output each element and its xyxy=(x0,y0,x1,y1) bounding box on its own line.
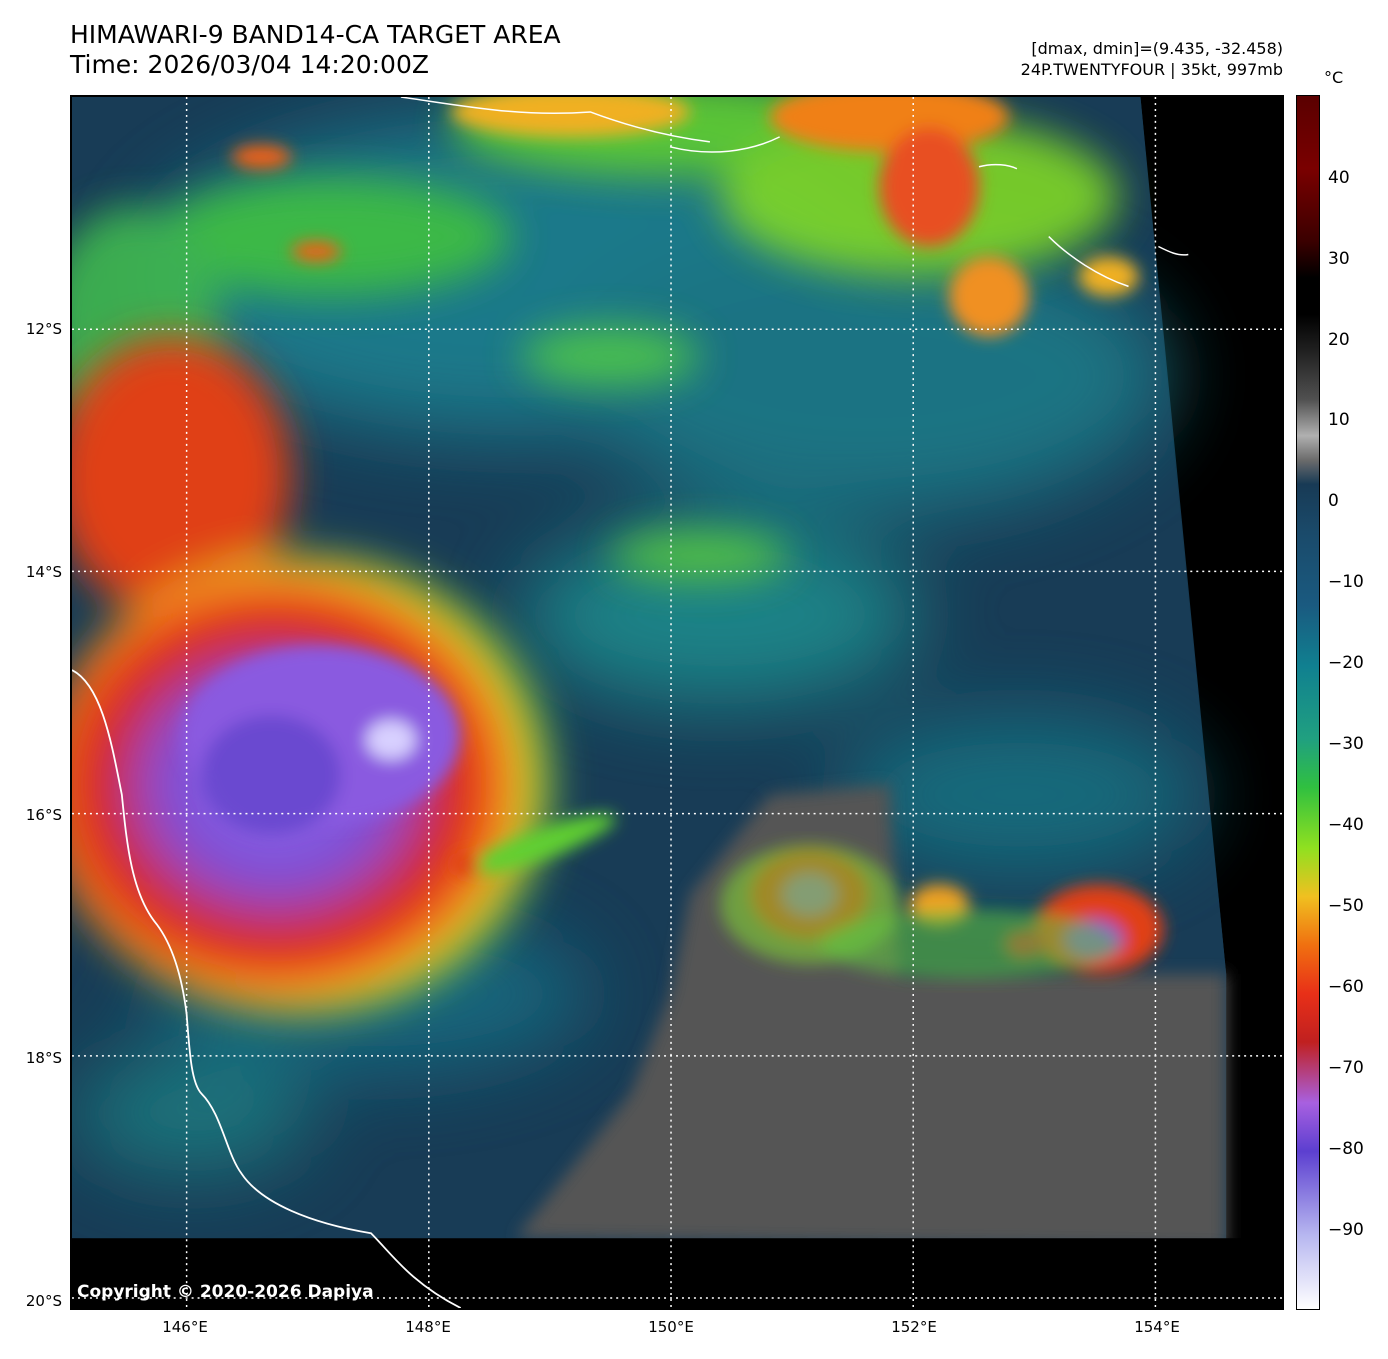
colorbar-tick: −70 xyxy=(1328,1058,1364,1078)
colorbar-tick: −80 xyxy=(1328,1139,1364,1159)
lat-label-12s: 12°S xyxy=(25,320,62,338)
satellite-image xyxy=(72,97,1282,1308)
lat-label-14s: 14°S xyxy=(25,563,62,581)
figure-title: HIMAWARI-9 BAND14-CA TARGET AREA Time: 2… xyxy=(70,20,561,80)
lat-label-16s: 16°S xyxy=(25,806,62,824)
title-line-time: Time: 2026/03/04 14:20:00Z xyxy=(70,50,429,79)
colorbar-tick: 30 xyxy=(1328,249,1350,269)
lat-label-20s: 20°S xyxy=(25,1292,62,1310)
colorbar xyxy=(1296,95,1320,1310)
colorbar-tick: 0 xyxy=(1328,491,1339,511)
colorbar-tick: −50 xyxy=(1328,896,1364,916)
colorbar-tick: 20 xyxy=(1328,330,1350,350)
storm-info: [dmax, dmin]=(9.435, -32.458) 24P.TWENTY… xyxy=(1021,38,1283,80)
title-line-product: HIMAWARI-9 BAND14-CA TARGET AREA xyxy=(70,20,561,49)
lon-label-150e: 150°E xyxy=(648,1318,694,1336)
colorbar-tick: −40 xyxy=(1328,815,1364,835)
lon-label-148e: 148°E xyxy=(405,1318,451,1336)
lon-label-154e: 154°E xyxy=(1134,1318,1180,1336)
colorbar-tick: −90 xyxy=(1328,1220,1364,1240)
colorbar-tick: 10 xyxy=(1328,410,1350,430)
colorbar-tick: −30 xyxy=(1328,734,1364,754)
colorbar-unit: °C xyxy=(1324,68,1344,87)
satellite-map[interactable]: Copyright © 2020-2026 Dapiya xyxy=(70,95,1284,1310)
lon-label-152e: 152°E xyxy=(891,1318,937,1336)
lon-label-146e: 146°E xyxy=(162,1318,208,1336)
storm-line: 24P.TWENTYFOUR | 35kt, 997mb xyxy=(1020,60,1283,79)
copyright-text: Copyright © 2020-2026 Dapiya xyxy=(77,1282,374,1302)
colorbar-tick: −10 xyxy=(1328,572,1364,592)
colorbar-tick: −20 xyxy=(1328,653,1364,673)
colorbar-tick: 40 xyxy=(1328,168,1350,188)
colorbar-tick: −60 xyxy=(1328,977,1364,997)
stats-line: [dmax, dmin]=(9.435, -32.458) xyxy=(1031,39,1283,58)
lat-label-18s: 18°S xyxy=(25,1049,62,1067)
